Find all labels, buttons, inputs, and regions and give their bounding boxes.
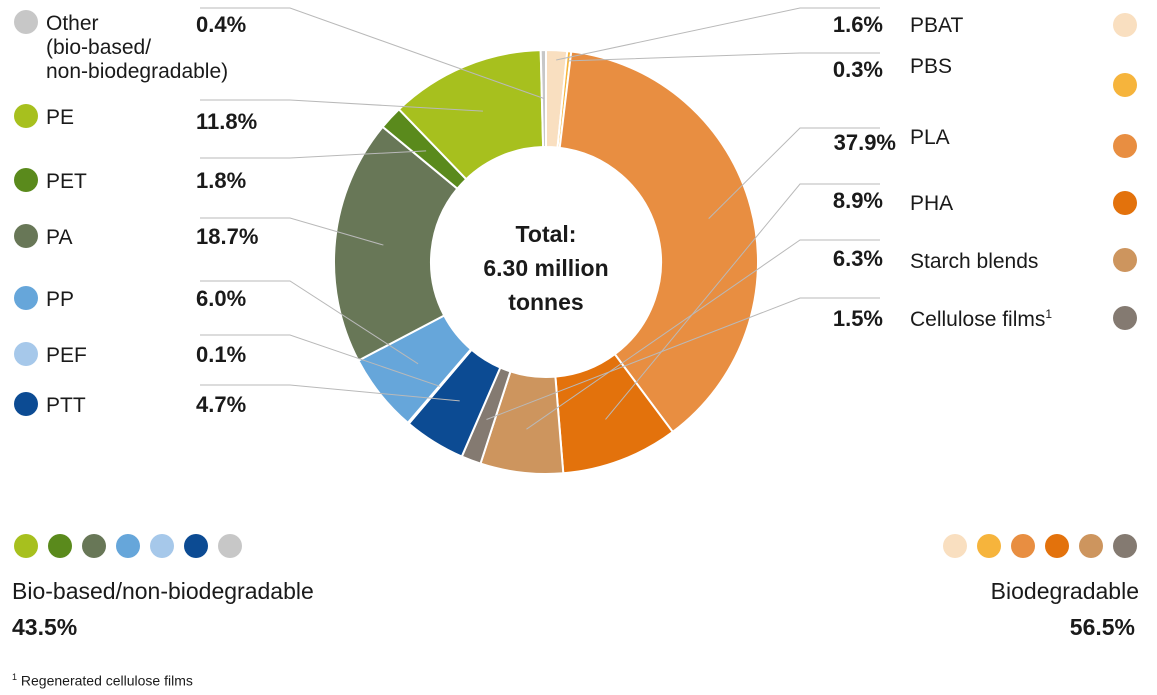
pct-label-pha: 8.9% — [833, 188, 883, 213]
legend-dot-pa — [14, 224, 38, 248]
legend-dot-pef — [14, 342, 38, 366]
legend-dot-starch-blends — [1113, 248, 1137, 272]
pct-label-pet: 1.8% — [196, 168, 246, 193]
footnote: 1 Regenerated cellulose films — [12, 672, 193, 689]
chart-labels: 1.6% PBAT 0.3% PBS 37.9% PLA 8.9% PHA 6.3% Starch… — [14, 10, 1137, 417]
pct-label-other: 0.4% — [196, 12, 246, 37]
leader-cellulose-films — [486, 297, 880, 420]
leader-other — [200, 7, 545, 99]
legend-dot-pla — [1113, 134, 1137, 158]
legend-dot-pbs — [1113, 73, 1137, 97]
group-dot-nonbiodegradable-0 — [14, 534, 38, 558]
leader-ptt — [200, 384, 460, 402]
legend-label-pbs: PBS — [910, 55, 952, 78]
leader-pha — [605, 183, 880, 420]
legend-label-pla: PLA — [910, 126, 950, 149]
legend-label-other: Other (bio-based/non-biodegradable) — [46, 12, 228, 83]
legend-dot-pet — [14, 168, 38, 192]
pct-label-pla: 37.9% — [834, 130, 896, 155]
pct-label-pbat: 1.6% — [833, 12, 883, 37]
legend-label-cellulose-films: Cellulose films1 — [910, 307, 1052, 331]
group-dot-nonbiodegradable-5 — [184, 534, 208, 558]
leader-pa — [200, 217, 384, 246]
group-dot-nonbiodegradable-4 — [150, 534, 174, 558]
legend-label-pha: PHA — [910, 192, 953, 215]
legend-dot-pbat — [1113, 13, 1137, 37]
donut-center-label: Total: 6.30 million tonnes — [483, 221, 608, 315]
legend-label-pp: PP — [46, 288, 74, 311]
group-dot-biodegradable-0 — [943, 534, 967, 558]
legend-label-ptt: PTT — [46, 394, 86, 417]
pct-label-cellulose-films: 1.5% — [833, 306, 883, 331]
slice-pla — [558, 50, 759, 434]
center-total-label: Total: 6.30 million tonnes — [483, 221, 608, 315]
legend-dot-pha — [1113, 191, 1137, 215]
group-label-nonbiodegradable: Bio-based/non-biodegradable — [12, 578, 314, 604]
pct-label-pp: 6.0% — [196, 286, 246, 311]
group-dot-nonbiodegradable-1 — [48, 534, 72, 558]
leader-pla — [708, 127, 880, 219]
leader-lines — [200, 7, 880, 430]
pct-label-ptt: 4.7% — [196, 392, 246, 417]
group-dot-biodegradable-1 — [977, 534, 1001, 558]
leader-pbat — [556, 7, 880, 61]
legend-dot-cellulose-films — [1113, 306, 1137, 330]
pct-label-pe: 11.8% — [196, 109, 257, 134]
footnote-text: Regenerated cellulose films — [17, 672, 193, 689]
group-pct-biodegradable: 56.5% — [1069, 614, 1135, 640]
legend-dot-ptt — [14, 392, 38, 416]
leader-pe — [200, 99, 483, 112]
footnote-marker: 1 — [12, 672, 18, 682]
group-dot-biodegradable-5 — [1113, 534, 1137, 558]
group-dot-biodegradable-4 — [1079, 534, 1103, 558]
legend-dot-pe — [14, 104, 38, 128]
group-dot-nonbiodegradable-6 — [218, 534, 242, 558]
pct-label-pa: 18.7% — [196, 224, 258, 249]
slice-pa — [333, 125, 459, 362]
group-dot-biodegradable-3 — [1045, 534, 1069, 558]
group-dot-nonbiodegradable-3 — [116, 534, 140, 558]
group-color-dots — [14, 534, 1137, 558]
group-dot-nonbiodegradable-2 — [82, 534, 106, 558]
pct-label-pef: 0.1% — [196, 342, 246, 367]
group-dot-biodegradable-2 — [1011, 534, 1035, 558]
leader-pef — [200, 334, 440, 387]
legend-label-pef: PEF — [46, 344, 87, 367]
legend-label-starch-blends: Starch blends — [910, 250, 1038, 273]
leader-pbs — [568, 52, 880, 62]
legend-dot-other — [14, 10, 38, 34]
legend-label-pa: PA — [46, 226, 72, 249]
legend-label-pbat: PBAT — [910, 14, 963, 37]
legend-label-pe: PE — [46, 106, 74, 129]
legend-dot-pp — [14, 286, 38, 310]
group-label-biodegradable: Biodegradable — [990, 578, 1139, 604]
leader-pet — [200, 150, 427, 159]
leader-starch-blends — [526, 239, 880, 430]
group-pct-nonbiodegradable: 43.5% — [12, 614, 78, 640]
legend-label-pet: PET — [46, 170, 87, 193]
pct-label-starch-blends: 6.3% — [833, 246, 883, 271]
pct-label-pbs: 0.3% — [833, 57, 883, 82]
leader-pp — [200, 280, 419, 365]
donut-slices — [333, 48, 759, 475]
